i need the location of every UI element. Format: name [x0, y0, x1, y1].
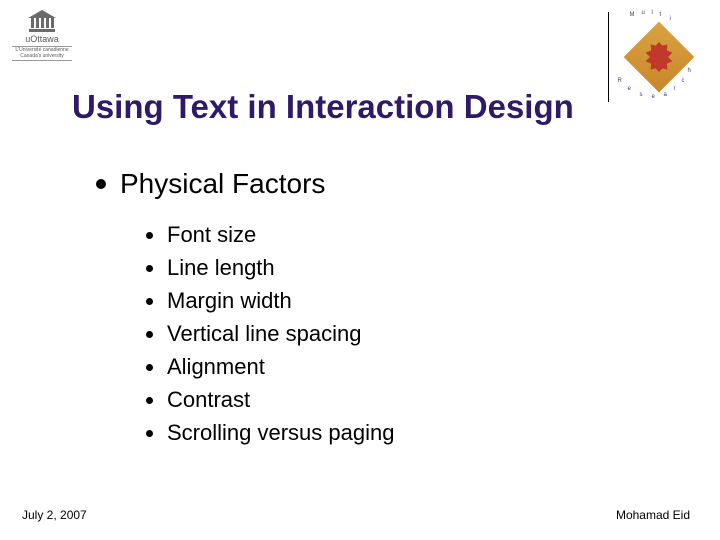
- bullet-icon: [146, 232, 153, 239]
- bullet-icon: [146, 364, 153, 371]
- building-icon: [28, 10, 56, 32]
- footer-author: Mohamad Eid: [616, 508, 690, 522]
- main-bullet-text: Physical Factors: [120, 168, 325, 200]
- bullet-icon: [96, 179, 106, 189]
- footer-date: July 2, 2007: [22, 508, 87, 522]
- research-logo: Multi Research: [608, 12, 698, 102]
- list-item-text: Contrast: [167, 387, 250, 413]
- bullet-icon: [146, 397, 153, 404]
- list-item-text: Scrolling versus paging: [167, 420, 394, 446]
- list-item-text: Alignment: [167, 354, 265, 380]
- sub-bullet-list: Font size Line length Margin width Verti…: [146, 222, 394, 446]
- list-item-text: Vertical line spacing: [167, 321, 361, 347]
- list-item: Scrolling versus paging: [146, 420, 394, 446]
- bullet-icon: [146, 265, 153, 272]
- bullet-icon: [146, 298, 153, 305]
- bullet-icon: [146, 430, 153, 437]
- logo-label: uOttawa: [12, 34, 72, 44]
- slide: uOttawa L'Université canadienne Canada's…: [0, 0, 720, 540]
- list-item: Margin width: [146, 288, 394, 314]
- list-item: Vertical line spacing: [146, 321, 394, 347]
- list-item: Contrast: [146, 387, 394, 413]
- bullet-icon: [146, 331, 153, 338]
- list-item: Font size: [146, 222, 394, 248]
- list-item-text: Font size: [167, 222, 256, 248]
- list-item-text: Line length: [167, 255, 275, 281]
- university-logo: uOttawa L'Université canadienne Canada's…: [12, 10, 72, 61]
- logo-ring-text: Multi Research: [616, 14, 702, 100]
- logo-sublabel: L'Université canadienne Canada's univers…: [12, 46, 72, 61]
- slide-title: Using Text in Interaction Design: [72, 88, 574, 126]
- list-item-text: Margin width: [167, 288, 292, 314]
- list-item: Line length: [146, 255, 394, 281]
- list-item: Alignment: [146, 354, 394, 380]
- main-bullet: Physical Factors: [96, 168, 325, 200]
